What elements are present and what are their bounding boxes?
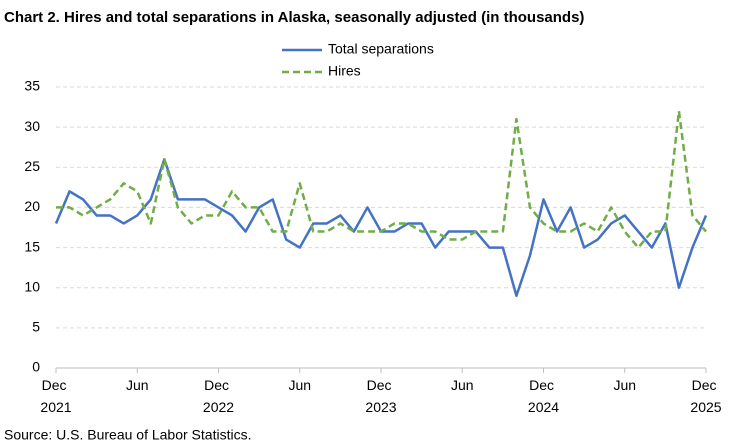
x-tick-label: Dec 2021 xyxy=(40,377,71,415)
x-tick-label-line: Dec xyxy=(42,377,71,393)
x-tick-label-line: 2021 xyxy=(40,399,71,415)
y-tick-label: 10 xyxy=(24,278,40,294)
legend-label: Total separations xyxy=(328,41,434,57)
x-tick-label-line: Dec xyxy=(529,377,558,393)
x-tick-label-line: Jun xyxy=(126,377,149,393)
x-tick-label: Dec 2024 xyxy=(528,377,559,415)
y-tick-label: 0 xyxy=(32,359,40,375)
x-tick-label: Dec 2022 xyxy=(203,377,234,415)
x-tick-label-line: Dec xyxy=(367,377,396,393)
x-tick-label: Jun xyxy=(126,377,149,393)
chart-title: Chart 2. Hires and total separations in … xyxy=(4,9,584,26)
x-tick-label-line: 2024 xyxy=(528,399,559,415)
series-line xyxy=(54,158,708,297)
x-tick-label-line: Jun xyxy=(613,377,636,393)
x-tick-label: Dec 2023 xyxy=(365,377,396,415)
legend-label: Hires xyxy=(328,63,361,79)
source-note: Source: U.S. Bureau of Labor Statistics. xyxy=(4,427,251,443)
y-tick-label: 20 xyxy=(24,198,40,214)
x-tick-label: Jun xyxy=(613,377,636,393)
x-tick-label: Dec 2025 xyxy=(690,377,721,415)
y-tick-label: 35 xyxy=(24,78,40,94)
x-tick-label-line: Jun xyxy=(288,377,311,393)
y-tick-label: 30 xyxy=(24,118,40,134)
x-tick-label-line: Dec xyxy=(204,377,233,393)
y-tick-label: 25 xyxy=(24,158,40,174)
x-tick-label-line: 2022 xyxy=(203,399,234,415)
x-tick-label-line: Dec xyxy=(692,377,721,393)
y-tick-label: 5 xyxy=(32,319,40,335)
x-tick-label-line: 2023 xyxy=(365,399,396,415)
x-tick-label-line: 2025 xyxy=(690,399,721,415)
y-tick-label: 15 xyxy=(24,238,40,254)
x-tick-label: Jun xyxy=(288,377,311,393)
x-tick-label: Jun xyxy=(451,377,474,393)
series-line xyxy=(56,109,707,249)
x-tick-label-line: Jun xyxy=(451,377,474,393)
